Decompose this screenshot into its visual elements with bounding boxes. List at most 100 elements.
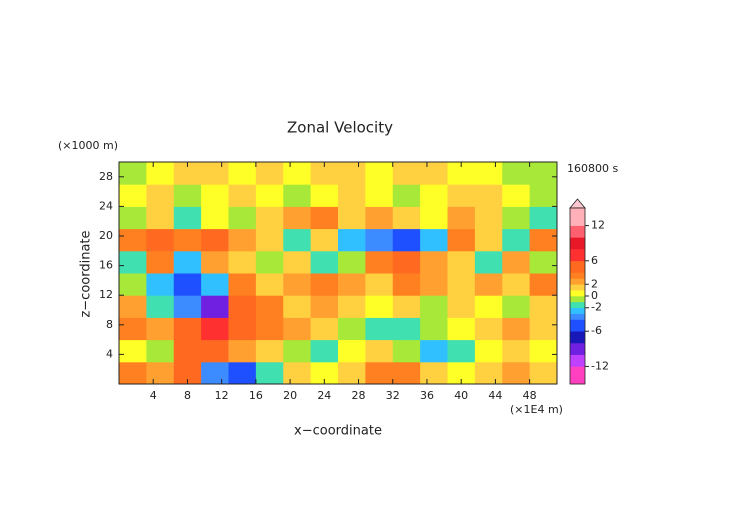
heatmap-cell [255,184,284,207]
heatmap-cell [228,295,257,318]
y-tick-label: 24 [99,199,113,212]
heatmap-cell [228,184,257,207]
colorbar-bin [570,290,585,297]
colorbar-bin [570,272,585,279]
heatmap-cell [529,273,557,296]
heatmap-cell [474,339,503,363]
x-tick-label: 28 [352,389,366,402]
heatmap-cell [420,295,448,318]
colorbar-bin [570,249,585,262]
heatmap-cell [392,250,421,274]
heatmap-cell [201,361,229,384]
heatmap-cell [447,206,476,230]
heatmap-cell [474,273,503,296]
heatmap-cell [201,162,229,185]
heatmap-cell [146,162,175,185]
colorbar-bin [570,208,585,226]
heatmap-cell [338,184,366,207]
heatmap-cell [310,339,339,363]
heatmap-cell [173,317,202,341]
heatmap-cell [228,361,257,384]
heatmap-cell [146,361,175,384]
heatmap-cell [502,339,531,363]
x-unit: (×1E4 m) [510,403,563,416]
colorbar-tick-label: -6 [591,324,602,337]
heatmap-cell [310,206,339,230]
heatmap-cell [283,250,312,274]
heatmap-cell [365,317,394,341]
heatmap-cell [392,295,421,318]
colorbar-bin [570,313,585,320]
heatmap-cell [474,317,503,341]
colorbar-tick-label: 12 [591,219,605,232]
colorbar-bin [570,237,585,250]
heatmap-cell [146,295,175,318]
heatmap-cell [447,361,476,384]
y-unit: (×1000 m) [58,139,118,152]
heatmap-cell [420,250,448,274]
x-tick-label: 16 [249,389,263,402]
y-tick-label: 28 [99,170,113,183]
heatmap-cell [146,206,175,230]
heatmap-cell [474,228,503,252]
heatmap-cell [420,206,448,230]
heatmap-cell [474,162,503,185]
heatmap-cell [283,206,312,230]
colorbar-bin [570,319,585,332]
heatmap-cell [255,250,284,274]
colorbar-bin [570,307,585,314]
heatmap-cell [255,317,284,341]
heatmap-cell [255,162,284,185]
colorbar-bin [570,278,585,285]
colorbar-bin [570,366,585,385]
heatmap-cell [201,250,229,274]
heatmap-cell [365,339,394,363]
heatmap-cell [502,206,531,230]
heatmap-cell [228,273,257,296]
heatmap-cell [173,184,202,207]
heatmap-cell [338,361,366,384]
heatmap-cell [283,228,312,252]
heatmap-cell [119,273,147,296]
heatmap-cell [502,317,531,341]
y-tick-label: 8 [106,318,113,331]
colorbar-tick-label: -2 [591,301,602,314]
heatmap-cell [228,339,257,363]
heatmap-cell [173,273,202,296]
heatmap-cell [228,317,257,341]
chart-title: Zonal Velocity [287,119,393,137]
heatmap-cell [474,295,503,318]
heatmap-cells [119,162,557,384]
heatmap-cell [119,295,147,318]
heatmap-cell [310,184,339,207]
heatmap-cell [502,361,531,384]
heatmap-cell [201,273,229,296]
heatmap-cell [119,361,147,384]
heatmap-cell [338,162,366,185]
heatmap-cell [447,228,476,252]
heatmap-cell [310,250,339,274]
x-tick-label: 48 [523,389,537,402]
heatmap-cell [310,317,339,341]
y-tick-label: 4 [106,347,113,360]
heatmap-cell [201,317,229,341]
heatmap-cell [310,273,339,296]
heatmap-cell [228,250,257,274]
heatmap-cell [310,295,339,318]
heatmap-cell [502,273,531,296]
heatmap-cell [119,228,147,252]
heatmap-cell [201,295,229,318]
y-tick-label: 20 [99,229,113,242]
heatmap-cell [283,273,312,296]
heatmap-cell [392,339,421,363]
heatmap-cell [338,228,366,252]
heatmap-cell [338,206,366,230]
heatmap-cell [392,184,421,207]
heatmap-cell [365,184,394,207]
colorbar-bin [570,331,585,344]
heatmap-cell [420,361,448,384]
heatmap-cell [146,317,175,341]
x-axis-label: x−coordinate [294,424,382,439]
heatmap-cell [255,228,284,252]
